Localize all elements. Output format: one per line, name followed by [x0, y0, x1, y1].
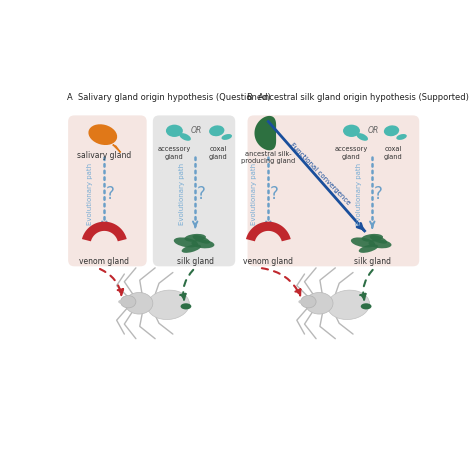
Polygon shape — [113, 145, 120, 152]
Ellipse shape — [362, 234, 383, 242]
Ellipse shape — [351, 237, 375, 247]
Text: Evolutionary path: Evolutionary path — [356, 163, 362, 225]
Text: silk gland: silk gland — [177, 257, 214, 266]
Ellipse shape — [298, 300, 304, 304]
Text: Evolutionary path: Evolutionary path — [179, 163, 185, 225]
Polygon shape — [82, 222, 127, 241]
Ellipse shape — [384, 125, 399, 136]
Text: coxal
gland: coxal gland — [209, 146, 228, 160]
Text: accessory
gland: accessory gland — [158, 146, 191, 160]
Ellipse shape — [305, 292, 333, 314]
Text: ?: ? — [270, 185, 279, 203]
FancyArrowPatch shape — [262, 268, 301, 295]
Polygon shape — [255, 116, 276, 150]
Polygon shape — [246, 222, 291, 241]
Ellipse shape — [361, 303, 372, 310]
Ellipse shape — [191, 240, 214, 248]
Text: ?: ? — [197, 185, 206, 203]
Ellipse shape — [343, 125, 360, 137]
Text: salivary gland: salivary gland — [77, 151, 131, 160]
FancyArrowPatch shape — [100, 269, 123, 295]
Ellipse shape — [180, 133, 191, 141]
FancyBboxPatch shape — [247, 115, 419, 266]
Text: ?: ? — [374, 185, 383, 203]
Ellipse shape — [125, 292, 153, 314]
Text: ?: ? — [106, 185, 115, 203]
Text: OR: OR — [367, 126, 379, 135]
Ellipse shape — [184, 234, 206, 242]
Text: Evolutionary path: Evolutionary path — [87, 163, 93, 225]
Ellipse shape — [147, 290, 190, 319]
Ellipse shape — [356, 133, 368, 141]
Ellipse shape — [120, 296, 136, 308]
Text: silk gland: silk gland — [354, 257, 391, 266]
Ellipse shape — [166, 125, 183, 137]
Ellipse shape — [192, 235, 210, 244]
Ellipse shape — [301, 296, 316, 308]
Text: coxal
gland: coxal gland — [383, 146, 402, 160]
Text: A  Salivary gland origin hypothesis (Questioned): A Salivary gland origin hypothesis (Ques… — [66, 92, 270, 101]
Ellipse shape — [209, 125, 224, 136]
Text: OR: OR — [191, 126, 202, 135]
Text: Functional convergence: Functional convergence — [289, 142, 351, 206]
Ellipse shape — [181, 303, 191, 310]
FancyBboxPatch shape — [68, 115, 146, 266]
FancyBboxPatch shape — [153, 115, 235, 266]
Ellipse shape — [182, 245, 201, 253]
Text: venom gland: venom gland — [243, 257, 293, 266]
Text: Evolutionary path: Evolutionary path — [252, 163, 257, 225]
Ellipse shape — [89, 124, 117, 145]
FancyArrowPatch shape — [360, 270, 373, 300]
Text: venom gland: venom gland — [79, 257, 129, 266]
Ellipse shape — [396, 134, 407, 140]
Text: B  Ancestral silk gland origin hypothesis (Supported): B Ancestral silk gland origin hypothesis… — [247, 92, 469, 101]
Ellipse shape — [327, 290, 370, 319]
Text: accessory
gland: accessory gland — [335, 146, 368, 160]
Text: ancestral silk-
producing gland: ancestral silk- producing gland — [241, 151, 295, 164]
Ellipse shape — [174, 237, 198, 247]
Ellipse shape — [359, 245, 378, 253]
Ellipse shape — [370, 235, 387, 244]
FancyArrowPatch shape — [180, 270, 193, 300]
Ellipse shape — [118, 300, 124, 304]
Ellipse shape — [221, 134, 232, 140]
Ellipse shape — [368, 240, 392, 248]
